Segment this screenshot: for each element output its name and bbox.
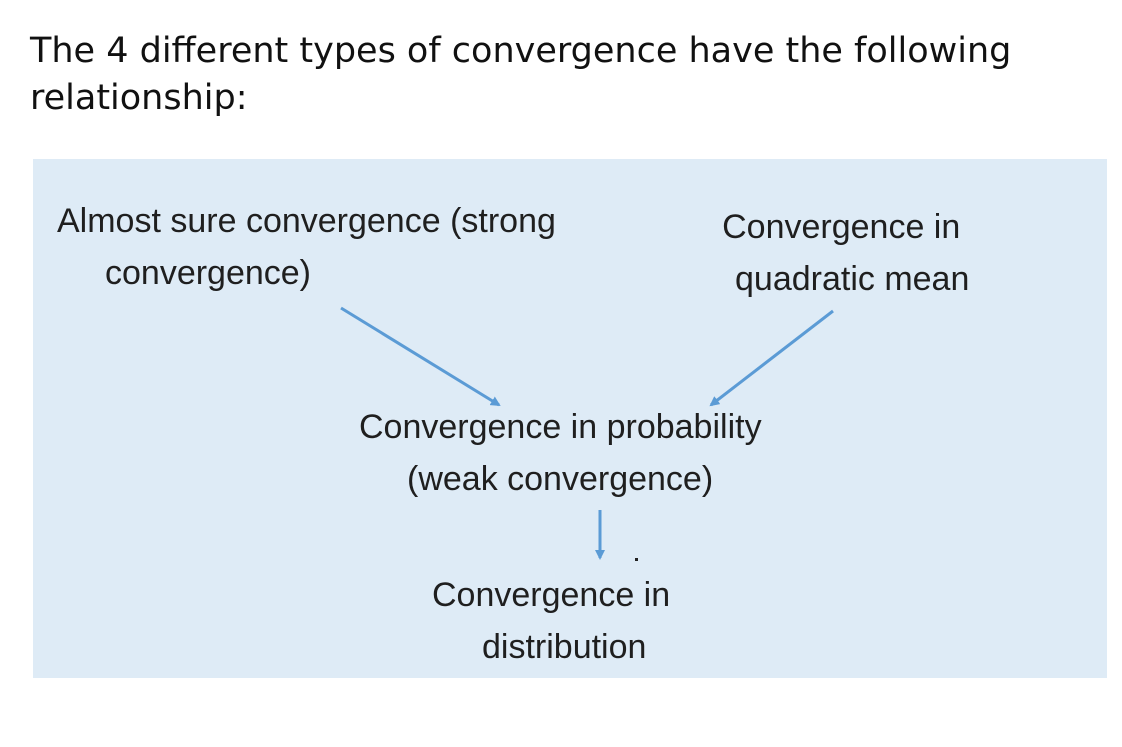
node-probability-convergence: Convergence in probability (weak converg… <box>359 401 762 505</box>
stray-dot <box>635 558 638 561</box>
node-almost-sure-line1: Almost sure convergence (strong <box>57 202 556 240</box>
node-distribution-line2: distribution <box>482 628 647 666</box>
intro-text: The 4 different types of convergence hav… <box>30 31 1012 118</box>
node-quadratic-mean-convergence: Convergence in quadratic mean <box>713 201 969 305</box>
node-almost-sure-line2: convergence) <box>105 254 312 292</box>
node-probability-line1: Convergence in probability <box>359 408 762 446</box>
node-quadratic-mean-line1: Convergence in <box>722 208 961 246</box>
diagram-panel: Almost sure convergence (strong converge… <box>33 159 1107 678</box>
node-distribution-convergence: Convergence in distribution <box>432 569 670 673</box>
node-probability-line2: (weak convergence) <box>407 460 714 498</box>
node-distribution-line1: Convergence in <box>432 576 671 614</box>
arrow-quadratic-mean-to-probability <box>709 309 834 407</box>
node-quadratic-mean-line2: quadratic mean <box>735 260 970 298</box>
diagram-arrows <box>340 306 834 561</box>
node-almost-sure-convergence: Almost sure convergence (strong converge… <box>57 195 556 299</box>
arrow-almost-sure-to-probability <box>340 306 501 407</box>
